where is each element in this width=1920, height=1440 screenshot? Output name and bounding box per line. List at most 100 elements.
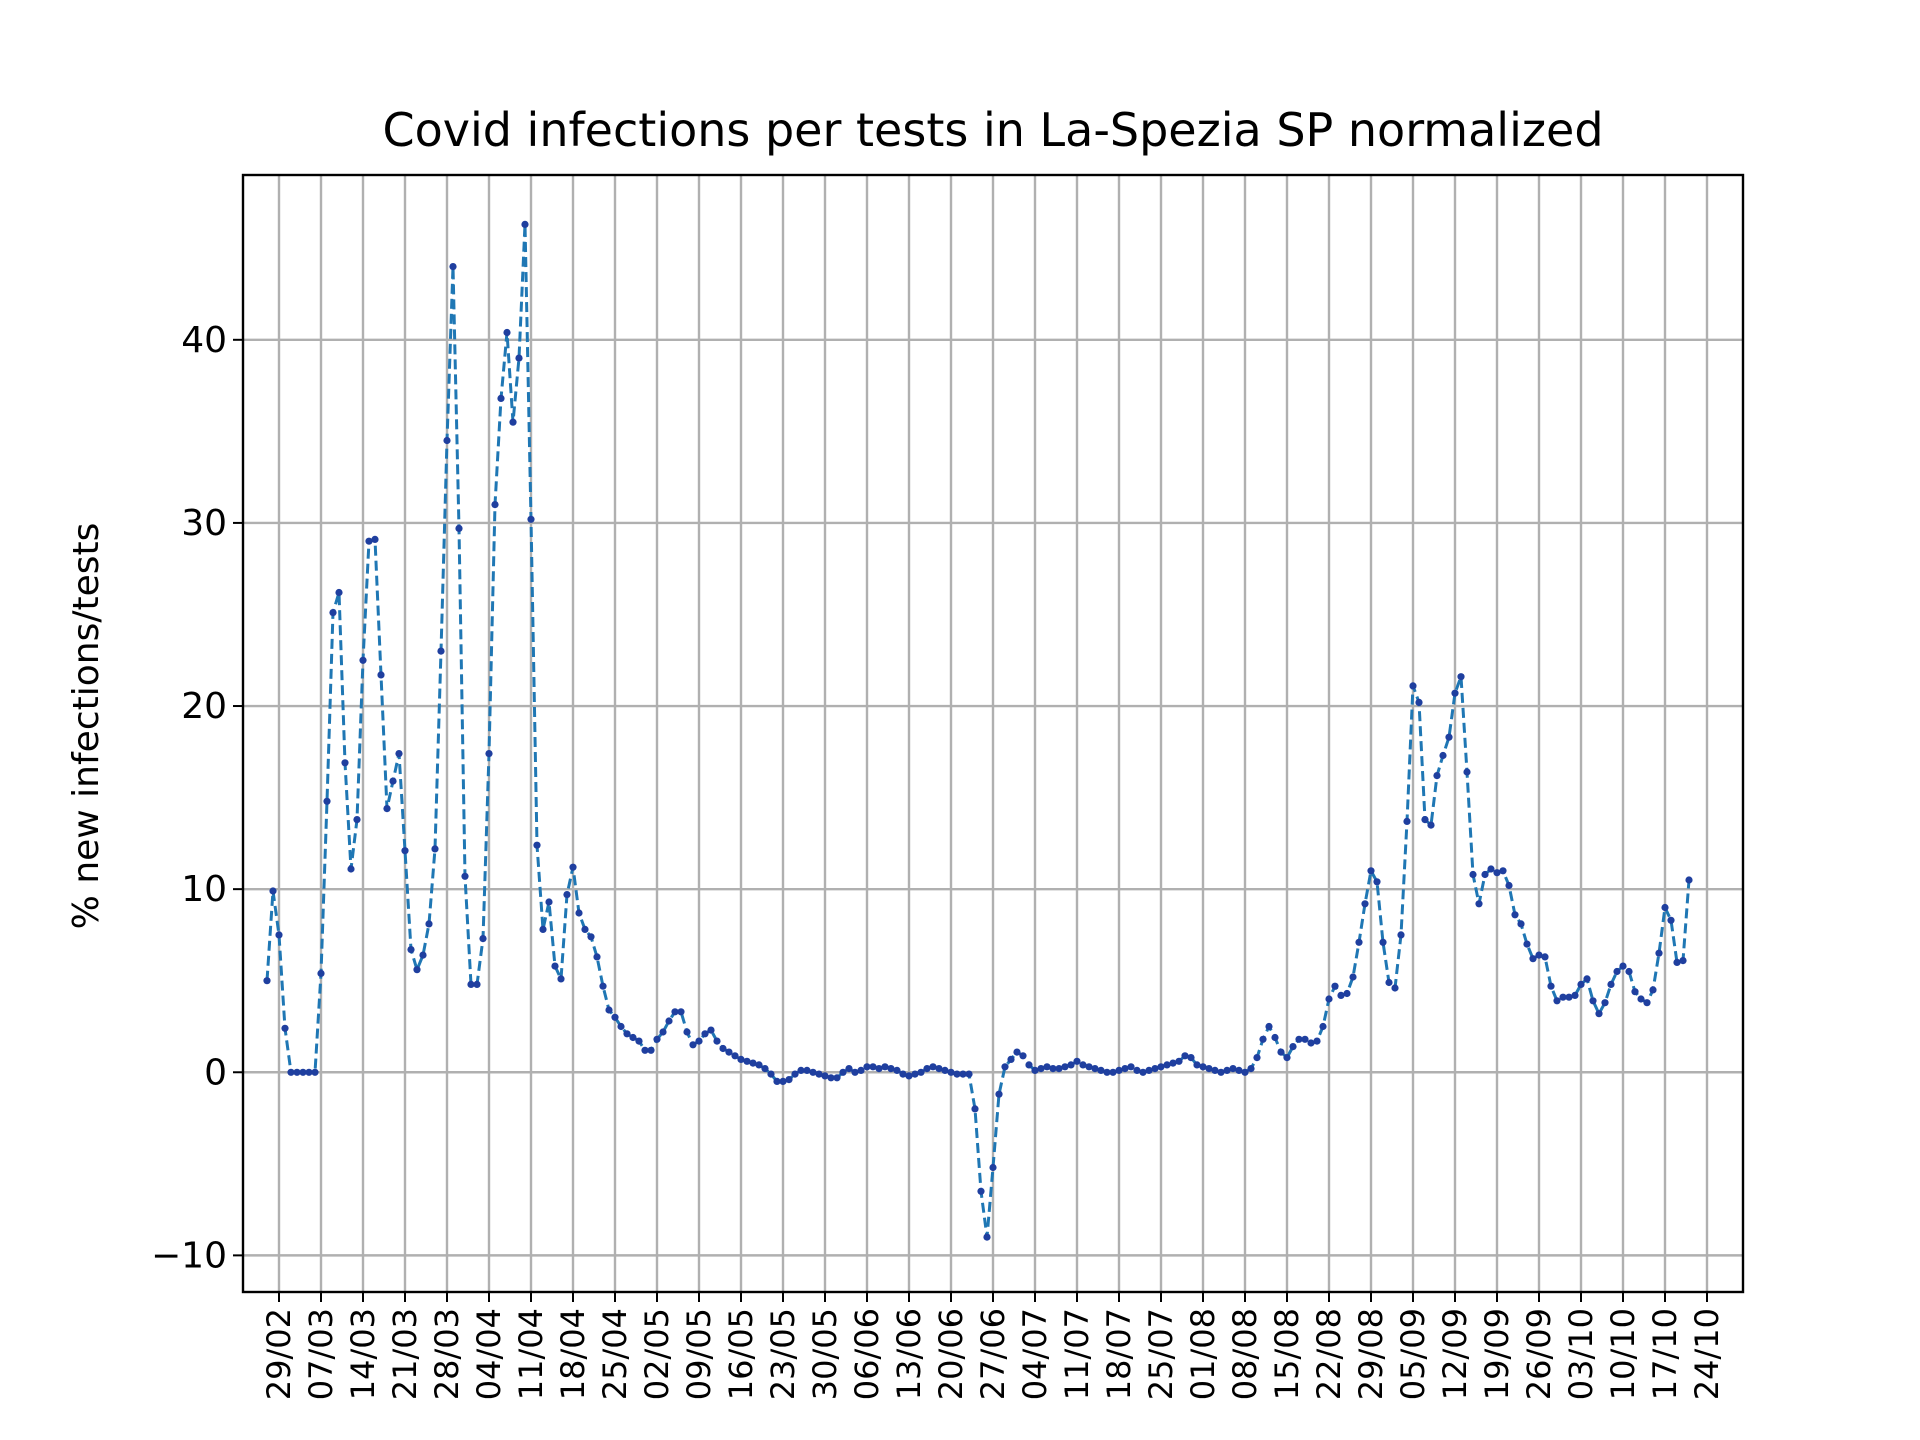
x-tick-label: 09/05 (680, 1308, 718, 1400)
data-point (1529, 955, 1537, 963)
x-tick-label: 21/03 (386, 1308, 424, 1400)
data-point (1457, 673, 1465, 681)
data-point (767, 1070, 775, 1078)
data-point (653, 1035, 661, 1043)
x-tick-label: 25/07 (1142, 1308, 1180, 1400)
grid-lines (243, 175, 1743, 1292)
data-point (353, 816, 361, 824)
data-point (1223, 1066, 1231, 1074)
x-tick-label: 08/08 (1226, 1308, 1264, 1400)
data-point (329, 609, 337, 617)
data-point (1619, 962, 1627, 970)
data-point (413, 966, 421, 974)
data-point (809, 1068, 817, 1076)
data-point (1379, 938, 1387, 946)
data-point (593, 953, 601, 961)
data-point (1439, 751, 1447, 760)
data-point (461, 872, 469, 880)
data-point (1055, 1065, 1063, 1073)
data-point (1499, 867, 1507, 875)
x-tick-label: 25/04 (596, 1308, 634, 1400)
data-point (455, 524, 463, 533)
series-points (263, 220, 1693, 1241)
data-point (1409, 682, 1417, 690)
data-point (1631, 988, 1639, 996)
data-point (1427, 821, 1435, 829)
data-point (611, 1013, 619, 1021)
x-tick-label: 23/05 (764, 1308, 802, 1400)
data-point (635, 1037, 643, 1045)
data-point (1337, 991, 1345, 1000)
x-tick-label: 04/07 (1016, 1308, 1054, 1400)
data-point (947, 1068, 955, 1076)
data-point (1511, 911, 1519, 919)
data-point (857, 1066, 865, 1074)
data-point (1571, 991, 1579, 1000)
data-point (401, 847, 409, 855)
data-point (1361, 900, 1369, 908)
data-point (1007, 1055, 1015, 1063)
data-point (1169, 1059, 1177, 1067)
data-point (725, 1048, 733, 1056)
x-tick-label: 02/05 (638, 1308, 676, 1400)
data-point (1391, 984, 1399, 992)
data-point (707, 1026, 715, 1034)
data-point (1193, 1061, 1201, 1069)
data-point (995, 1090, 1003, 1098)
data-point (683, 1028, 691, 1036)
data-point (545, 898, 553, 906)
data-point (1403, 817, 1411, 826)
data-point (569, 863, 577, 871)
x-tick-label: 14/03 (344, 1308, 382, 1400)
data-point (311, 1068, 319, 1076)
data-point (1163, 1061, 1171, 1069)
data-point (1469, 870, 1477, 879)
x-tick-label: 26/09 (1520, 1308, 1558, 1400)
data-point (1199, 1063, 1207, 1071)
data-point (1301, 1035, 1309, 1043)
data-point (731, 1052, 739, 1060)
data-point (977, 1187, 985, 1195)
data-point (389, 777, 397, 785)
data-point (503, 328, 511, 337)
data-point (671, 1008, 679, 1016)
data-point (1553, 997, 1561, 1005)
data-point (1073, 1057, 1081, 1065)
data-point (1661, 903, 1669, 912)
data-point (1277, 1048, 1285, 1056)
data-point (1211, 1066, 1219, 1074)
data-point (1355, 938, 1363, 946)
data-point (869, 1063, 877, 1071)
data-point (971, 1105, 979, 1113)
x-tick-label: 05/09 (1394, 1308, 1432, 1400)
x-tick-label: 04/04 (470, 1308, 508, 1400)
data-point (953, 1070, 961, 1078)
data-point (395, 750, 403, 758)
data-point (1181, 1052, 1189, 1060)
data-point (1247, 1065, 1255, 1073)
data-point (491, 501, 499, 509)
data-point (1295, 1035, 1303, 1043)
data-point (935, 1065, 943, 1073)
data-point (755, 1061, 763, 1069)
data-point (923, 1065, 931, 1073)
data-point (1475, 900, 1483, 908)
data-point (341, 759, 349, 767)
data-point (1175, 1057, 1183, 1065)
data-point (1655, 949, 1663, 957)
data-point (1121, 1065, 1129, 1073)
data-point (551, 962, 559, 970)
x-tick-label: 06/06 (848, 1308, 886, 1400)
data-point (833, 1074, 841, 1082)
data-point (1583, 975, 1591, 983)
data-point (419, 951, 427, 959)
data-point (827, 1074, 835, 1082)
data-point (1373, 878, 1381, 886)
data-point (713, 1037, 721, 1045)
data-point (803, 1066, 811, 1074)
x-tick-label: 07/03 (302, 1308, 340, 1400)
y-tick-label: −10 (151, 1235, 227, 1276)
data-point (1253, 1054, 1261, 1062)
data-point (629, 1033, 637, 1042)
